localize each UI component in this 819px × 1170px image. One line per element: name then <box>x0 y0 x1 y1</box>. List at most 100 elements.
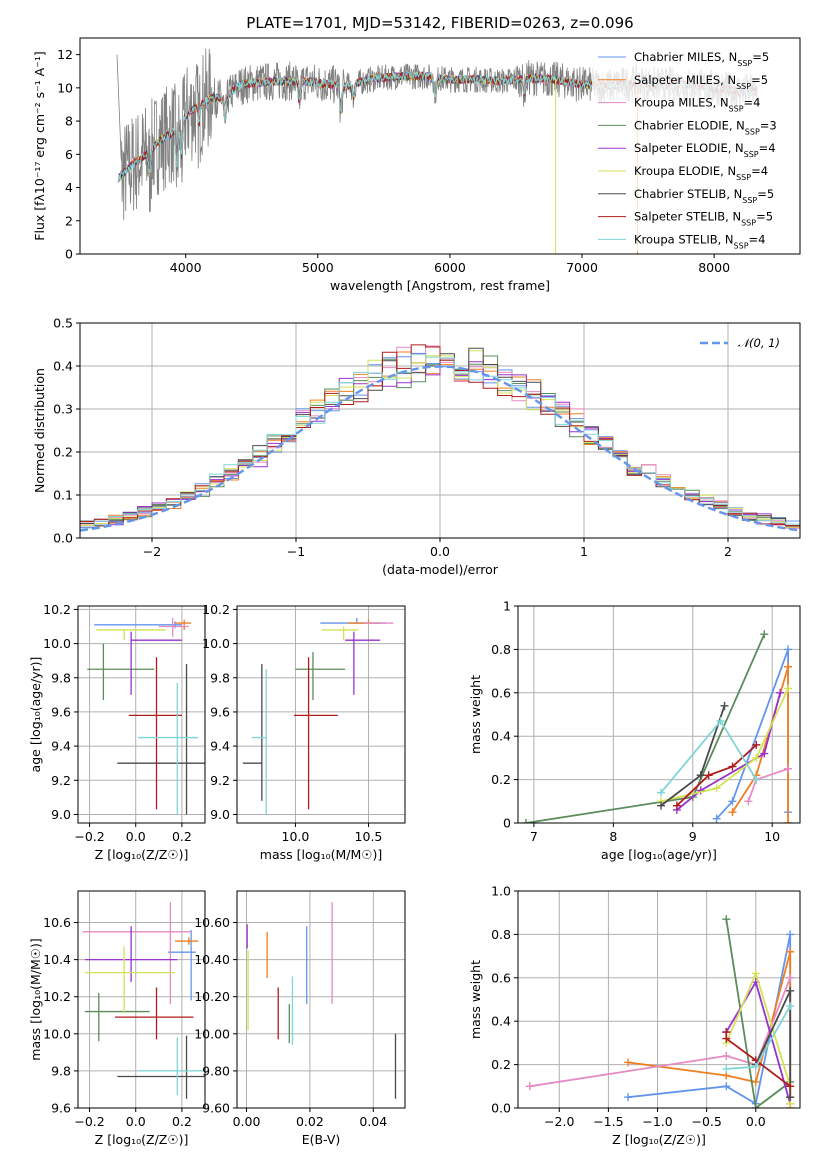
series-marker <box>752 775 761 784</box>
errorbar-point-6 <box>321 626 359 641</box>
y-tick-label: 6 <box>65 147 73 162</box>
series-line <box>747 767 789 802</box>
y-tick-label: 0.8 <box>491 642 511 657</box>
errorbar-point-1 <box>320 617 387 624</box>
y-tick-label: 0 <box>65 247 73 262</box>
y-axis-label: mass [log₁₀(M/M☉)] <box>28 938 43 1060</box>
plot-area <box>80 344 800 532</box>
y-tick-label: 10.40 <box>194 952 230 967</box>
y-tick-label: 9.0 <box>51 807 71 822</box>
errorbar-point-8 <box>128 657 182 810</box>
errorbar-point-1 <box>94 621 182 629</box>
axes-frame <box>517 890 801 1109</box>
errorbar-point-8 <box>293 657 338 810</box>
weight-series-9 <box>722 1002 795 1073</box>
legend-entry-2: Salpeter MILES, NSSP=5 <box>634 73 768 91</box>
series-marker <box>784 764 793 773</box>
plot-area <box>521 630 793 823</box>
y-tick-label: 9.8 <box>210 670 230 685</box>
x-tick-label: 10.5 <box>355 829 383 844</box>
x-tick-label: −0.5 <box>691 1114 721 1129</box>
x-tick-label: 1 <box>580 544 588 559</box>
x-tick-label: 0.0 <box>430 544 450 559</box>
ticks: 4000 5000 6000 7000 8000 0 2 4 6 8 10 12 <box>57 47 730 275</box>
y-tick-label: 0.0 <box>491 1101 511 1116</box>
y-tick-label: 0.2 <box>491 772 511 787</box>
y-tick-label: 4 <box>65 180 73 195</box>
errorbar-point-5 <box>84 926 178 982</box>
series-marker <box>672 801 681 810</box>
gridlines <box>237 606 405 823</box>
panel-mass_vs_Z: −0.2 0.0 0.2 9.6 9.8 10.0 10.2 10.4 10.6 Z [log₁₀… <box>28 890 206 1147</box>
x-tick-label: 0.0 <box>746 1114 766 1129</box>
plot-area <box>87 617 205 815</box>
series-line <box>627 951 792 1108</box>
x-axis-label: wavelength [Angstrom, rest frame] <box>330 278 550 293</box>
series-marker <box>624 1058 633 1067</box>
panel-mass_weight_vs_age: 7 8 9 10 0 0.2 0.4 0.6 0.8 1 age [log₁₀(age/yr)] ma… <box>468 599 801 862</box>
y-tick-label: 0.4 <box>53 359 73 374</box>
ticks: −2 −1 0.0 1 2 0.0 0.1 0.2 0.3 0.4 0.5 <box>53 316 732 560</box>
x-tick-label: 2 <box>724 544 732 559</box>
y-tick-label: 10.0 <box>43 1026 71 1041</box>
weight-series-1 <box>624 930 795 1108</box>
axes-frame <box>77 605 206 824</box>
series-marker <box>760 749 769 758</box>
errorbar-point-4 <box>87 643 155 700</box>
y-tick-label: 10.2 <box>202 602 230 617</box>
legend: Chabrier MILES, NSSP=5 Salpeter MILES, NS… <box>592 42 796 252</box>
plot-area <box>82 902 205 1099</box>
series-marker <box>752 753 761 762</box>
y-tick-label: 10.4 <box>43 952 71 967</box>
y-tick-label: 0 <box>503 816 511 831</box>
series-marker <box>624 1093 633 1102</box>
y-axis-label: mass weight <box>468 960 483 1039</box>
series-marker <box>786 986 795 995</box>
ticks: −0.2 0.0 0.2 9.6 9.8 10.0 10.2 10.4 10.6 <box>43 915 192 1129</box>
y-tick-label: 10.20 <box>194 989 230 1004</box>
errorbar-point-6 <box>84 946 175 1014</box>
weight-series-8 <box>672 740 761 810</box>
x-tick-label: 8000 <box>698 260 730 275</box>
axes-frame <box>79 322 801 539</box>
errorbar-point-3 <box>82 902 192 1005</box>
y-tick-label: 1 <box>503 599 511 614</box>
y-tick-label: 12 <box>57 47 73 62</box>
ticks: 10.0 10.5 9.0 9.2 9.4 9.6 9.8 10.0 10.2 <box>202 602 382 844</box>
x-tick-label: 10.0 <box>282 829 310 844</box>
x-tick-label: −0.2 <box>74 1114 104 1129</box>
y-tick-label: 0.8 <box>491 927 511 942</box>
normal-reference-curve <box>80 365 800 532</box>
series-marker <box>704 771 713 780</box>
y-tick-label: 0.6 <box>491 970 511 985</box>
y-tick-label: 9.4 <box>210 739 230 754</box>
ticks: −0.2 0.0 0.2 9.0 9.2 9.4 9.6 9.8 10.0 10.2 <box>43 602 192 844</box>
errorbar-point-4 <box>295 652 346 700</box>
legend-entry-4: Chabrier ELODIE, NSSP=3 <box>634 118 777 136</box>
x-axis-label: mass [log₁₀(M/M☉)] <box>260 847 382 862</box>
errorbar-point-7 <box>117 664 205 815</box>
x-tick-label: 8 <box>609 829 617 844</box>
x-tick-label: 0.0 <box>126 1114 146 1129</box>
series-marker <box>751 1062 760 1071</box>
x-tick-label: 0.2 <box>172 829 192 844</box>
panel-spectrum: 4000 5000 6000 7000 8000 0 2 4 6 8 10 12 wavelength … <box>32 37 801 293</box>
x-tick-label: 0.00 <box>233 1114 261 1129</box>
gridlines <box>78 606 205 823</box>
series-marker <box>786 1082 795 1091</box>
errorbar-point-2 <box>174 619 192 630</box>
series-marker <box>784 662 793 671</box>
series-marker <box>786 930 795 939</box>
y-tick-label: 10.2 <box>43 989 71 1004</box>
series-marker <box>786 1093 795 1102</box>
series-marker <box>696 786 705 795</box>
axes-frame <box>236 605 406 824</box>
y-tick-label: 9.8 <box>51 670 71 685</box>
errorbar-point-5 <box>345 631 381 695</box>
series-marker <box>712 784 721 793</box>
histogram-9 <box>80 353 800 529</box>
errorbar-point-7 <box>117 1035 205 1099</box>
errorbar-point-8 <box>114 987 194 1040</box>
series-marker <box>722 1082 731 1091</box>
x-tick-label: −2.0 <box>544 1114 574 1129</box>
